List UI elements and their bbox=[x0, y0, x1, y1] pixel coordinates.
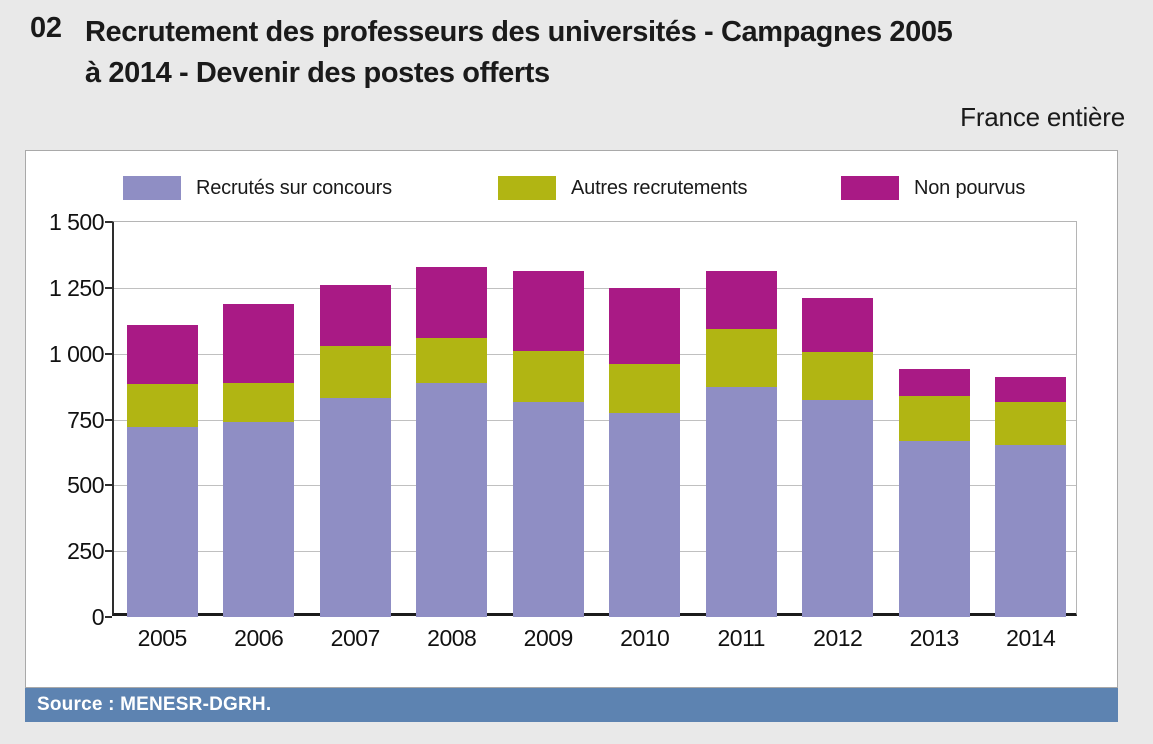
bar-2010-concours bbox=[609, 412, 681, 617]
bar-2012-concours bbox=[802, 399, 874, 617]
y-tick-label: 0 bbox=[91, 604, 105, 630]
x-tick-label: 2008 bbox=[427, 625, 477, 651]
bar-2009-concours bbox=[512, 402, 584, 617]
x-tick-label: 2014 bbox=[1006, 625, 1056, 651]
bar-2012-autres bbox=[802, 352, 874, 400]
figure-title-line1: Recrutement des professeurs des universi… bbox=[85, 16, 953, 48]
source-text: Source : MENESR-DGRH. bbox=[37, 694, 272, 715]
legend-label: Recrutés sur concours bbox=[196, 176, 392, 199]
gridline bbox=[114, 353, 1076, 355]
bar-2006-non_pourvus bbox=[223, 303, 295, 383]
bar-2006-concours bbox=[223, 422, 295, 617]
chart-panel: Recrutés sur concours Autres recrutements… bbox=[25, 150, 1118, 688]
bar-2009-non_pourvus bbox=[512, 270, 584, 352]
gridline bbox=[114, 287, 1076, 289]
y-tick-mark bbox=[105, 418, 112, 421]
legend-swatch-concours bbox=[123, 176, 181, 200]
source-bar: Source : MENESR-DGRH. bbox=[25, 688, 1118, 722]
y-tick-mark bbox=[105, 352, 112, 355]
bar-2005-concours bbox=[126, 427, 198, 617]
legend-item: Non pourvus bbox=[841, 176, 1025, 200]
bar-2007-non_pourvus bbox=[319, 285, 391, 346]
x-tick-label: 2012 bbox=[813, 625, 863, 651]
bar-2013-concours bbox=[898, 440, 970, 617]
bar-2008-non_pourvus bbox=[416, 266, 488, 338]
bar-2010-autres bbox=[609, 364, 681, 413]
figure-title-line2: à 2014 - Devenir des postes offerts bbox=[85, 57, 550, 89]
y-tick-mark bbox=[105, 616, 112, 618]
x-tick-label: 2013 bbox=[909, 625, 960, 651]
gridline bbox=[114, 419, 1076, 421]
legend-swatch-autres bbox=[498, 176, 556, 200]
legend-swatch-non_pourvus bbox=[841, 176, 899, 200]
gridline bbox=[114, 551, 1076, 553]
y-tick-label: 750 bbox=[67, 406, 104, 433]
y-tick-label: 250 bbox=[67, 538, 104, 565]
bar-2014-concours bbox=[995, 444, 1067, 617]
bar-2006-autres bbox=[223, 382, 295, 423]
x-tick-label: 2011 bbox=[717, 625, 766, 651]
bar-2013-non_pourvus bbox=[898, 369, 970, 396]
bar-2007-autres bbox=[319, 345, 391, 399]
gridline bbox=[114, 485, 1076, 487]
region-label: France entière bbox=[960, 102, 1125, 132]
x-tick-label: 2009 bbox=[523, 625, 574, 651]
x-tick-label: 2005 bbox=[137, 625, 188, 651]
bar-2014-non_pourvus bbox=[995, 377, 1067, 403]
bar-2007-concours bbox=[319, 398, 391, 617]
y-tick-mark bbox=[105, 221, 112, 223]
y-tick-label: 1 250 bbox=[48, 274, 105, 301]
x-tick-label: 2007 bbox=[330, 625, 381, 651]
bar-2014-autres bbox=[995, 402, 1067, 445]
bar-2011-autres bbox=[705, 328, 777, 387]
bar-2010-non_pourvus bbox=[609, 287, 681, 365]
y-tick-mark bbox=[105, 484, 112, 487]
bar-2005-autres bbox=[126, 383, 198, 428]
figure-title: Recrutement des professeurs des universi… bbox=[85, 12, 953, 94]
plot-area bbox=[112, 221, 1077, 617]
y-tick-mark bbox=[105, 550, 112, 553]
y-tick-label: 1 000 bbox=[48, 340, 105, 367]
bar-2008-autres bbox=[416, 337, 488, 383]
bar-2013-autres bbox=[898, 395, 970, 441]
bar-2012-non_pourvus bbox=[802, 298, 874, 353]
x-tick-label: 2010 bbox=[620, 625, 670, 651]
y-tick-label: 500 bbox=[67, 472, 104, 499]
bar-2011-non_pourvus bbox=[705, 270, 777, 329]
figure-number: 02 bbox=[30, 12, 62, 44]
y-tick-mark bbox=[105, 286, 112, 289]
legend-item: Autres recrutements bbox=[498, 176, 747, 200]
bar-2008-concours bbox=[416, 382, 488, 617]
bar-2009-autres bbox=[512, 351, 584, 403]
legend-label: Autres recrutements bbox=[571, 176, 748, 199]
legend-label: Non pourvus bbox=[914, 176, 1026, 199]
x-tick-label: 2006 bbox=[234, 625, 284, 651]
bar-2005-non_pourvus bbox=[126, 324, 198, 384]
y-tick-label: 1 500 bbox=[48, 209, 105, 235]
bar-2011-concours bbox=[705, 386, 777, 617]
legend-item: Recrutés sur concours bbox=[123, 176, 392, 200]
